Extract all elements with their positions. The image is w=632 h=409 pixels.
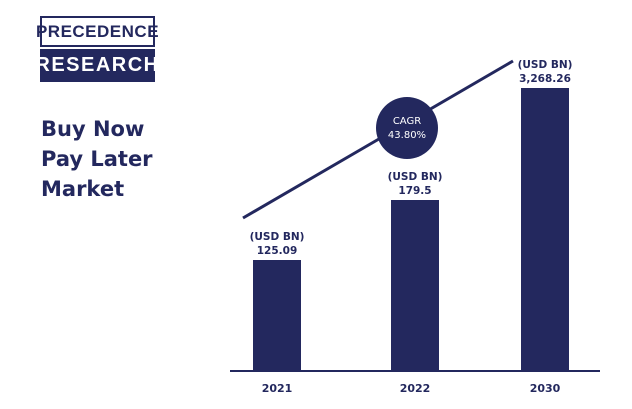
- logo-line-2: RESEARCH: [35, 49, 158, 82]
- title-line-2: Pay Later: [41, 147, 153, 171]
- chart-title: Buy Now Pay Later Market: [41, 114, 191, 204]
- bar-unit-label-2030: (USD BN): [518, 59, 573, 71]
- logo: PRECEDENCE RESEARCH: [35, 16, 159, 82]
- bar-value-label-2022: 179.5: [398, 185, 431, 197]
- bar-value-label-2030: 3,268.26: [519, 73, 571, 85]
- x-tick-label-2021: 2021: [262, 382, 293, 395]
- bar-unit-label-2021: (USD BN): [250, 231, 305, 243]
- bar-2030: [521, 88, 569, 370]
- cagr-circle: [376, 97, 438, 159]
- cagr-label: CAGR: [393, 116, 421, 127]
- bar-2022: [391, 200, 439, 370]
- cagr-value: 43.80%: [388, 130, 426, 141]
- bar-unit-label-2022: (USD BN): [388, 171, 443, 183]
- title-line-3: Market: [41, 177, 125, 201]
- title-line-1: Buy Now: [41, 117, 145, 141]
- cagr-badge: CAGR 43.80%: [376, 97, 438, 159]
- x-tick-label-2022: 2022: [400, 382, 431, 395]
- bar-value-label-2021: 125.09: [257, 245, 298, 257]
- x-tick-label-2030: 2030: [530, 382, 561, 395]
- trend-line: [242, 59, 514, 220]
- bar-2021: [253, 260, 301, 370]
- logo-line-1: PRECEDENCE: [36, 16, 159, 47]
